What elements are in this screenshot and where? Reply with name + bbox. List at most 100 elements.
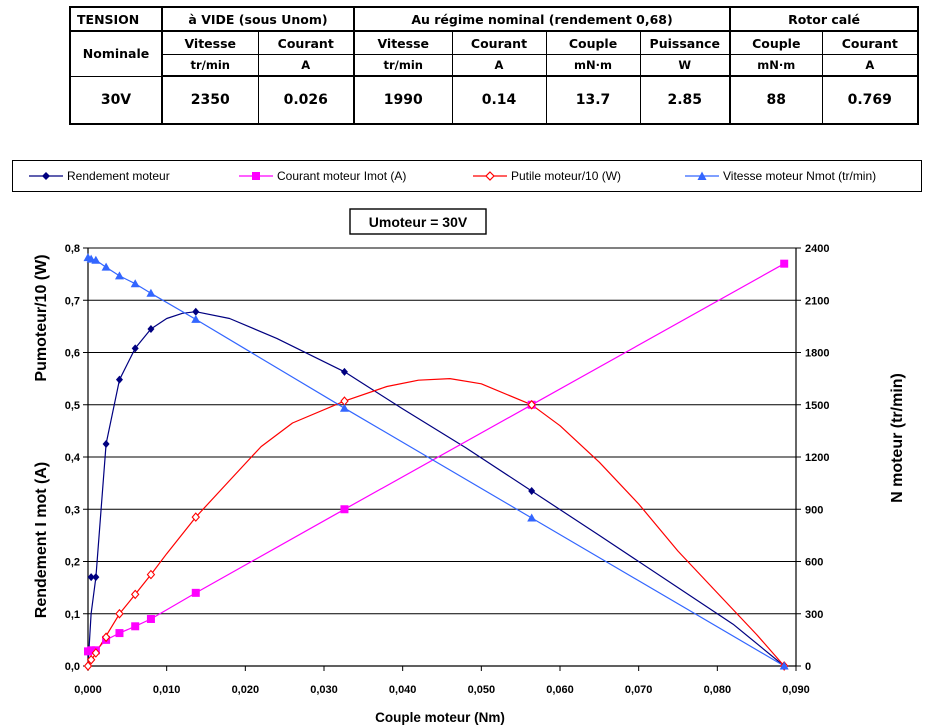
x-tick-label: 0,040 (389, 684, 417, 696)
data-point (191, 588, 200, 597)
data-point (147, 324, 155, 333)
legend-item-efficiency: Rendement moteur (29, 161, 170, 191)
y-left-tick-label: 0,0 (65, 661, 80, 673)
open-diamond-marker-icon (473, 171, 507, 181)
data-point (146, 614, 155, 623)
y-left-tick-label: 0,7 (65, 295, 80, 307)
value-cell: 2.85 (639, 75, 731, 125)
series-line-0 (87, 311, 785, 667)
gridlines (88, 247, 796, 615)
y-left-tick-label: 0,5 (65, 400, 80, 412)
data-point (115, 629, 124, 638)
col-header: Courant (257, 30, 355, 55)
col-header: Vitesse (161, 30, 259, 55)
value-cell: 2350 (161, 75, 259, 125)
header-nominal: Au régime nominal (rendement 0,68) (352, 6, 731, 32)
data-point (339, 403, 349, 412)
data-point (91, 648, 101, 658)
y-right-tick-label: 900 (805, 504, 823, 516)
col-header: Couple (545, 30, 641, 55)
data-point (528, 486, 536, 495)
data-point (192, 307, 200, 316)
series-line-3 (87, 257, 785, 667)
data-point (91, 255, 101, 264)
data-point (101, 262, 111, 271)
y-right-tick-label: 1800 (805, 348, 829, 360)
legend-label: Rendement moteur (67, 169, 170, 183)
y-left-tick-label: 0,3 (65, 504, 80, 516)
unit-cell: tr/min (161, 54, 259, 77)
data-point (83, 661, 93, 671)
y-left-tick-label: 0,4 (65, 452, 81, 464)
y-right-tick-label: 2400 (805, 243, 829, 255)
y-right-tick-label: 1200 (805, 452, 829, 464)
data-point (340, 505, 349, 514)
header-tension: TENSION (69, 6, 163, 32)
markers-group (83, 253, 789, 671)
y-axis-title-left-top: Pumoteur/10 (W) (33, 254, 50, 381)
x-tick-label: 0,090 (782, 684, 810, 696)
triangle-marker-icon (685, 171, 719, 180)
col-header: Couple (729, 30, 823, 55)
data-point (527, 399, 536, 410)
y-right-tick-labels: 0 300 600 900 1200 1500 1800 2100 2400 (805, 243, 829, 673)
unit-cell: W (639, 54, 731, 77)
unit-cell: A (451, 54, 547, 77)
value-cell: 0.026 (257, 75, 355, 125)
col-header: Courant (451, 30, 547, 55)
diamond-marker-icon (29, 172, 63, 180)
legend-label: Vitesse moteur Nmot (tr/min) (723, 169, 877, 183)
axes (83, 247, 801, 671)
data-point (101, 632, 111, 643)
data-point (527, 513, 537, 522)
x-tick-label: 0,010 (153, 684, 181, 696)
data-point (115, 375, 123, 384)
x-axis-title: Couple moteur (Nm) (375, 710, 505, 725)
header-rotor-locked: Rotor calé (729, 6, 919, 32)
legend-item-speed: Vitesse moteur Nmot (tr/min) (685, 161, 876, 191)
col-header: Vitesse (353, 30, 453, 55)
data-point (780, 259, 789, 268)
chart-legend: Rendement moteur Courant moteur Imot (A)… (12, 160, 922, 192)
col-header: Courant (821, 30, 919, 55)
y-left-tick-label: 0,6 (65, 348, 80, 360)
y-right-tick-label: 600 (805, 557, 823, 569)
y-axis-title-right: N moteur (tr/min) (889, 373, 906, 503)
value-cell: 13.7 (545, 75, 641, 125)
unit-cell: mN·m (729, 54, 823, 77)
data-point (131, 622, 140, 631)
data-point (115, 608, 124, 619)
series-line-2 (87, 378, 785, 667)
x-tick-label: 0,000 (74, 684, 102, 696)
legend-item-power: Putile moteur/10 (W) (473, 161, 621, 191)
y-left-tick-label: 0,8 (65, 243, 80, 255)
data-point (146, 288, 156, 297)
motor-characteristics-chart: 0,000 0,010 0,020 0,030 0,040 0,050 0,060 0,070… (33, 208, 906, 725)
data-point (191, 314, 201, 323)
x-tick-label: 0,030 (310, 684, 338, 696)
data-point (130, 279, 140, 288)
y-axis-title-left-bottom: Rendement I mot (A) (33, 462, 50, 618)
data-point (102, 439, 110, 448)
header-no-load: à VIDE (sous Unom) (161, 6, 355, 32)
y-right-tick-label: 300 (805, 609, 823, 621)
x-tick-label: 0,020 (232, 684, 260, 696)
chart-title: Umoteur = 30V (369, 214, 468, 230)
x-tick-label: 0,050 (468, 684, 496, 696)
data-point (131, 344, 139, 353)
square-marker-icon (239, 172, 273, 180)
value-cell: 30V (69, 75, 163, 125)
header-nominale: Nominale (69, 30, 163, 77)
data-point (114, 271, 124, 280)
chart-title-box (349, 208, 487, 235)
data-point (191, 512, 201, 522)
y-left-tick-label: 0,1 (65, 609, 80, 621)
motor-spec-table: TENSION à VIDE (sous Unom) Au régime nom… (69, 6, 920, 125)
value-cell: 0.14 (451, 75, 547, 125)
data-point (87, 573, 95, 582)
data-point (779, 661, 789, 670)
unit-cell: tr/min (353, 54, 453, 77)
col-header: Puissance (639, 30, 731, 55)
data-point (146, 569, 156, 580)
legend-label: Courant moteur Imot (A) (277, 169, 407, 183)
